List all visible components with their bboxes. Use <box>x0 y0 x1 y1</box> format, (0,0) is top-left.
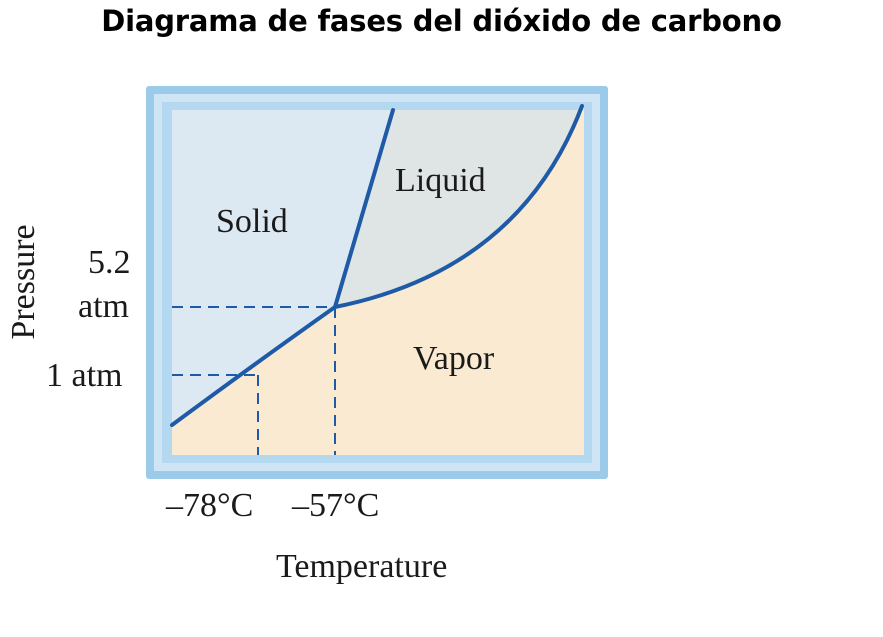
y-tick-1atm: 1 atm <box>46 357 123 394</box>
sublimation-curve <box>170 305 337 427</box>
liquid-label: Liquid <box>395 162 486 199</box>
x-axis-label: Temperature <box>276 548 448 585</box>
liquid-region <box>335 106 584 307</box>
x-tick-minus57: –57°C <box>292 487 380 524</box>
solid-region <box>172 110 393 425</box>
fusion-curve <box>333 108 395 309</box>
vaporization-curve <box>333 104 584 309</box>
plot-area <box>170 104 584 455</box>
solid-label: Solid <box>216 203 288 240</box>
x-tick-minus78: –78°C <box>166 487 254 524</box>
y-tick-5-2: 5.2 <box>88 244 131 281</box>
y-tick-atm: atm <box>78 288 129 325</box>
vapor-label: Vapor <box>413 340 495 377</box>
diagram-title: Diagrama de fases del dióxido de carbono <box>101 4 782 38</box>
y-axis-label: Pressure <box>5 224 42 339</box>
